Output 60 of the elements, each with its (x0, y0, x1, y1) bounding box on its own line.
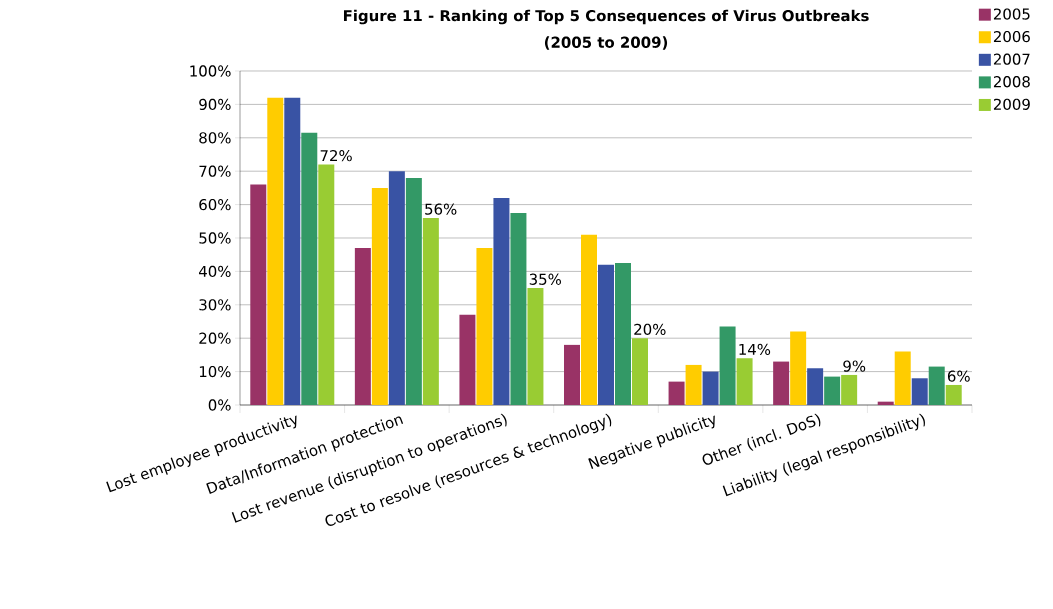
y-tick-label: 50% (199, 232, 231, 244)
y-tick-label: 90% (199, 98, 231, 111)
bar (719, 326, 736, 405)
bar (318, 164, 335, 405)
data-label: 6% (947, 370, 970, 382)
y-tick-label: 20% (199, 332, 231, 344)
bar (267, 97, 284, 405)
legend-label: 2006 (993, 30, 1030, 43)
bar (598, 264, 614, 405)
bar (493, 197, 510, 405)
data-label: 20% (634, 323, 666, 336)
legend-label: 2005 (993, 8, 1030, 20)
y-tick-label: 10% (199, 365, 231, 378)
bar (459, 314, 476, 405)
bar (564, 344, 580, 405)
legend-label: 2008 (993, 76, 1030, 88)
chart-title: Figure 11 - Ranking of Top 5 Consequences of Virus Outbreaks (344, 9, 869, 25)
bar (388, 171, 405, 405)
y-tick-label: 70% (199, 165, 231, 177)
y-tick-label: 100% (190, 65, 231, 77)
y-tick-label: 60% (199, 198, 231, 211)
bar (632, 338, 648, 405)
bar (301, 132, 318, 405)
bar (527, 288, 544, 405)
bar (685, 364, 702, 405)
bar (250, 184, 267, 405)
bar (422, 217, 439, 405)
bar (668, 381, 685, 405)
bar (736, 358, 753, 405)
bar (911, 378, 928, 405)
bar (928, 366, 945, 405)
y-tick-label: 0% (208, 399, 231, 411)
bar (841, 374, 858, 405)
bar (790, 331, 807, 405)
bar (615, 263, 631, 405)
bar (371, 187, 388, 405)
y-tick-label: 80% (199, 132, 231, 144)
legend-label: 2009 (993, 98, 1030, 110)
data-label: 9% (843, 360, 866, 372)
bar (354, 248, 371, 405)
bar (945, 384, 962, 405)
y-tick-label: 30% (199, 299, 231, 311)
bar (581, 234, 597, 405)
data-label: 14% (739, 343, 771, 356)
bar (405, 177, 422, 405)
chart-subtitle: (2005 to 2009) (544, 36, 668, 50)
data-label: 72% (320, 150, 352, 162)
legend-label: 2007 (993, 53, 1030, 65)
bar (773, 361, 790, 405)
y-tick-label: 40% (199, 265, 231, 278)
bar (877, 401, 894, 405)
bar (702, 371, 719, 405)
bar (476, 248, 493, 405)
data-label: 35% (529, 273, 562, 285)
bar (824, 376, 841, 405)
bar (894, 351, 911, 405)
bar (284, 97, 301, 405)
bar (807, 368, 824, 405)
bar (510, 212, 527, 405)
data-label: 56% (425, 203, 457, 215)
